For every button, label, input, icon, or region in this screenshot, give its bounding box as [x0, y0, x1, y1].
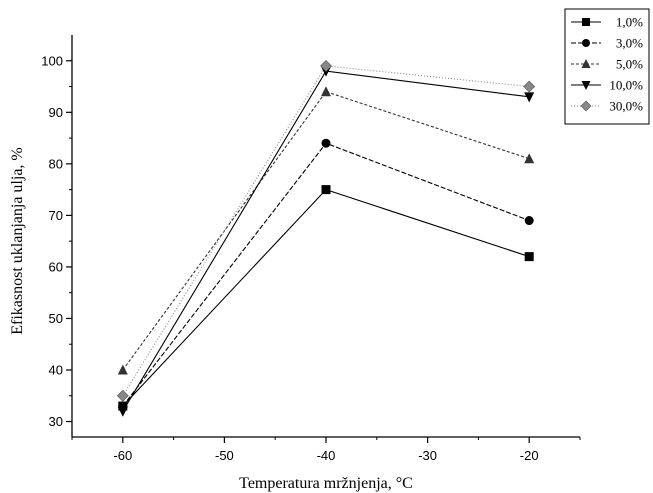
x-tick-label: -60	[113, 448, 132, 463]
series-30,0%	[116, 59, 536, 402]
legend-item: 5,0%	[571, 57, 643, 72]
x-tick-label: -50	[215, 448, 234, 463]
y-ticks: 30 40 50 60 70 80 90 100	[41, 53, 72, 429]
legend-box	[564, 8, 650, 125]
legend-marker	[581, 59, 591, 68]
series-line	[122, 142, 530, 407]
legend-label: 1,0%	[616, 15, 643, 30]
series-line	[122, 70, 530, 412]
data-point	[117, 364, 128, 375]
series-line	[122, 65, 530, 397]
legend-label: 5,0%	[616, 57, 643, 72]
y-tick-label: 100	[41, 53, 63, 68]
legend: 1,0% 3,0% 5,0% 10,0% 30,0%	[564, 8, 650, 125]
series-5,0%	[117, 86, 535, 375]
legend-marker	[582, 39, 590, 47]
y-tick-label: 80	[49, 156, 63, 171]
y-tick-label: 60	[49, 259, 63, 274]
plot-area	[116, 59, 536, 417]
x-tick-label: -30	[418, 448, 437, 463]
data-point	[524, 153, 535, 164]
legend-label: 10,0%	[609, 78, 643, 93]
legend-label: 30,0%	[609, 99, 643, 114]
data-point	[117, 406, 128, 417]
data-point	[116, 389, 129, 402]
y-tick-label: 40	[49, 363, 63, 378]
legend-item: 1,0%	[571, 15, 643, 30]
series-3,0%	[118, 138, 534, 411]
data-point	[524, 216, 534, 226]
data-point	[524, 252, 534, 262]
data-point	[523, 80, 536, 93]
data-point	[321, 185, 331, 195]
y-tick-label: 30	[49, 414, 63, 429]
series-line	[122, 188, 530, 407]
y-tick-label: 90	[49, 105, 63, 120]
series-line	[122, 91, 530, 371]
data-point	[321, 86, 331, 97]
x-axis-title: Temperatura mržnjenja, °C	[239, 475, 413, 492]
legend-item: 30,0%	[571, 99, 643, 114]
legend-item: 3,0%	[571, 36, 643, 51]
legend-label: 3,0%	[616, 36, 643, 51]
x-tick-label: -20	[520, 448, 539, 463]
legend-marker	[581, 81, 591, 90]
y-axis-title: Efikasnost uklanjanja ulja, %	[9, 147, 26, 335]
x-tick-label: -40	[317, 448, 336, 463]
y-tick-label: 50	[49, 311, 63, 326]
data-point	[320, 59, 332, 72]
legend-item: 10,0%	[571, 78, 643, 93]
x-ticks: -60 -50 -40 -30 -20	[71, 437, 581, 463]
data-point	[524, 92, 535, 103]
legend-marker	[580, 100, 592, 112]
legend-marker	[582, 18, 590, 26]
series-10,0%	[117, 66, 535, 417]
data-point	[321, 138, 331, 148]
y-tick-label: 70	[49, 208, 63, 223]
series-1,0%	[118, 185, 534, 411]
